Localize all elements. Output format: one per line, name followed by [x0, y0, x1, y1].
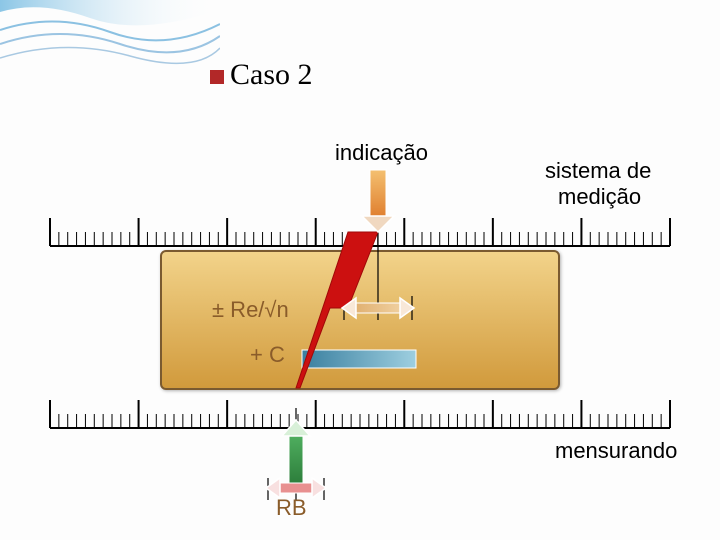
label-indicacao: indicação — [335, 140, 428, 166]
rb-up-arrow — [282, 420, 310, 488]
title-text: Caso 2 — [230, 58, 313, 91]
center-panel: ± Re/√n + C — [160, 250, 560, 390]
ruler-bottom — [50, 400, 670, 428]
ruler-top — [50, 218, 670, 246]
label-re: ± Re/√n — [212, 297, 289, 323]
label-medicao: medição — [558, 184, 641, 210]
label-sistema: sistema de — [545, 158, 651, 184]
slide-title: Caso 2 — [210, 58, 313, 92]
label-mensurando: mensurando — [555, 438, 677, 464]
indicacao-arrow — [362, 170, 394, 232]
label-c: + C — [250, 342, 285, 368]
title-bullet-icon — [210, 70, 224, 84]
label-rb: RB — [276, 495, 307, 521]
wave-decor — [0, 0, 220, 90]
